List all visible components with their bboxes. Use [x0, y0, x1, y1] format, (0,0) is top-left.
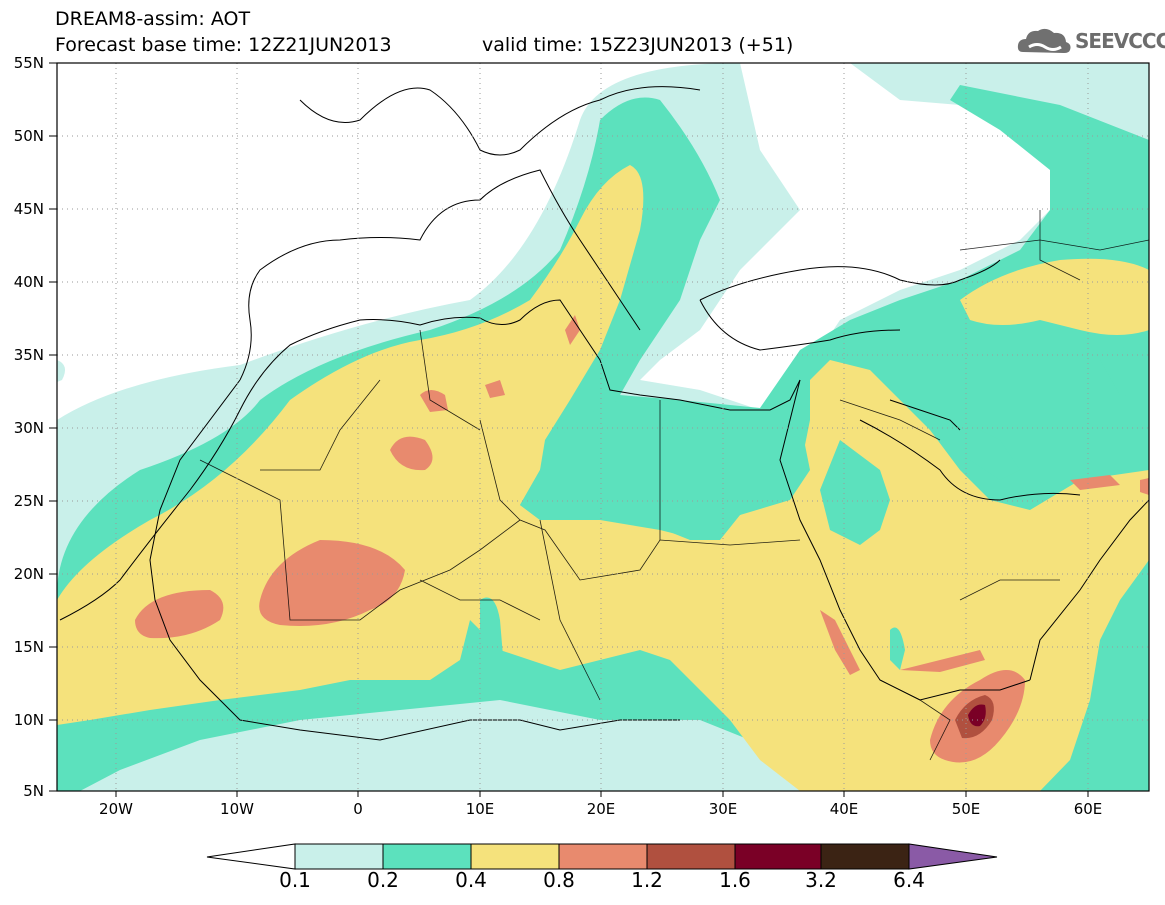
lat-label: 50N: [13, 127, 44, 145]
lat-label: 15N: [13, 638, 44, 656]
lon-label: 30E: [708, 800, 738, 818]
colorbar-label: 0.2: [367, 868, 399, 892]
colorbar-cell-7: [820, 843, 910, 870]
colorbar-cell-2: [382, 843, 472, 870]
cloud-icon: [1017, 28, 1071, 53]
colorbar-label: 3.2: [805, 868, 837, 892]
colorbar-cell-6: [734, 843, 822, 870]
colorbar-cell-3: [470, 843, 560, 870]
logo-text: SEEVCCC: [1075, 29, 1165, 53]
colorbar-label: 1.2: [631, 868, 663, 892]
lon-label: 20E: [586, 800, 616, 818]
aot-band-0-4: [57, 165, 1149, 791]
grid: [57, 63, 1149, 791]
colorbar-cell-1: [294, 843, 384, 870]
lon-label: 10W: [220, 800, 254, 818]
colorbar-label: 0.1: [279, 868, 311, 892]
lon-label: 10E: [465, 800, 495, 818]
colorbar-label: 6.4: [893, 868, 925, 892]
colorbar-cell-0: [206, 843, 296, 870]
colorbar-label: 0.8: [543, 868, 575, 892]
lon-label: 50E: [951, 800, 981, 818]
lat-label: 25N: [13, 492, 44, 510]
valid-time: valid time: 15Z23JUN2013 (+51): [482, 34, 794, 56]
colorbar-label: 0.4: [455, 868, 487, 892]
colorbar-cell-8: [908, 843, 998, 870]
lon-label: 20W: [99, 800, 133, 818]
lat-label: 45N: [13, 200, 44, 218]
map-frame: [56, 62, 1150, 792]
map-title: DREAM8-assim: AOT: [55, 8, 251, 30]
borders: [199, 210, 1149, 761]
colorbar: [206, 843, 998, 870]
lon-label: 60E: [1073, 800, 1103, 818]
lat-label: 20N: [13, 565, 44, 583]
aot-band-0-2-inner: [480, 344, 1149, 680]
lat-label: 5N: [23, 782, 44, 800]
aot-band-1-6: [968, 704, 986, 727]
lon-label: 40E: [829, 800, 859, 818]
lat-label: 40N: [13, 273, 44, 291]
ticks: [49, 62, 1089, 797]
lat-label: 35N: [13, 346, 44, 364]
forecast-base-time: Forecast base time: 12Z21JUN2013: [55, 34, 392, 56]
colorbar-cell-4: [558, 843, 648, 870]
lat-label: 55N: [13, 54, 44, 72]
colorbar-label: 1.6: [719, 868, 751, 892]
coastlines: [59, 86, 1149, 741]
lon-label: 0: [353, 800, 363, 818]
lat-label: 30N: [13, 419, 44, 437]
lat-label: 10N: [13, 711, 44, 729]
colorbar-cell-5: [646, 843, 736, 870]
